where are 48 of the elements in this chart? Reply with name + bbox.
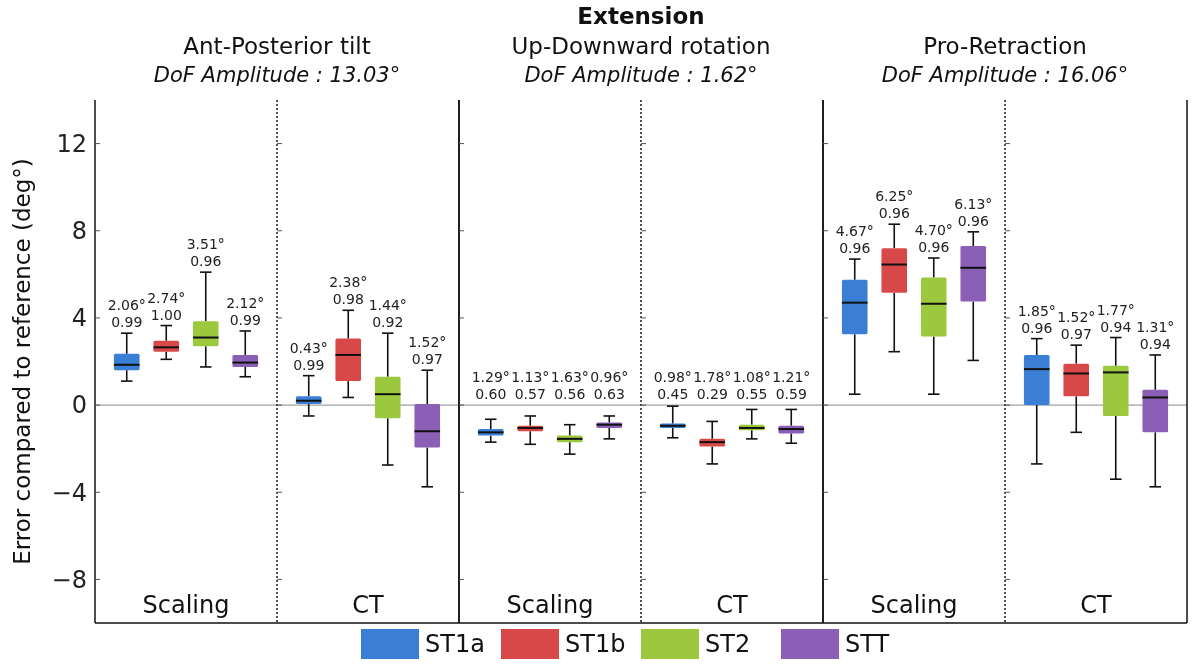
y-tick-label: −8 (51, 565, 87, 594)
text: 2.38° 0.98 (329, 274, 368, 308)
text: 6.13° 0.96 (954, 195, 993, 229)
text: 1.13° 0.57 (511, 369, 550, 403)
text: 1.44° 0.92 (368, 297, 407, 331)
text: 1.29° 0.60 (471, 369, 510, 403)
x-tick-label: CT (1080, 591, 1113, 619)
chart-subtitle: DoF Amplitude : 13.03° (153, 63, 401, 87)
legend-label: ST1a (425, 630, 485, 659)
text: 0.98° 0.45 (653, 369, 692, 403)
y-tick-label: 8 (71, 217, 87, 246)
text: 2.12° 0.99 (226, 294, 265, 328)
text: 1.85° 0.96 (1017, 302, 1056, 336)
text: 1.08° 0.55 (732, 369, 771, 403)
x-tick-label: CT (352, 591, 385, 619)
text: 1.63° 0.56 (550, 369, 589, 403)
chart-subtitle: DoF Amplitude : 16.06° (881, 63, 1129, 87)
text: 1.52° 0.97 (1057, 309, 1096, 343)
text: 2.74° 1.00 (147, 289, 186, 323)
text: 4.67° 0.96 (835, 223, 874, 257)
text: 4.70° 0.96 (914, 221, 953, 255)
x-tick-label: CT (716, 591, 749, 619)
text: 1.31° 0.94 (1136, 318, 1175, 352)
text: 1.52° 0.97 (408, 334, 447, 368)
text: 1.78° 0.29 (693, 369, 732, 403)
y-tick-label: −4 (51, 478, 87, 507)
text: 1.21° 0.59 (772, 369, 811, 403)
x-tick-label: Scaling (870, 591, 958, 619)
text: 0.96° 0.63 (590, 369, 629, 403)
y-tick-label: 0 (71, 391, 87, 420)
chart-subtitle: DoF Amplitude : 1.62° (524, 63, 758, 87)
text: 6.25° 0.96 (875, 188, 914, 222)
chart-title: Pro-Retraction (923, 33, 1087, 59)
y-axis-title: Error compared to reference (deg°) (9, 158, 35, 565)
text: Extension (577, 3, 705, 29)
x-tick-label: Scaling (142, 591, 230, 619)
legend-label: ST2 (705, 630, 751, 659)
chart-title: Up-Downward rotation (511, 33, 771, 59)
legend-label: ST1b (565, 630, 626, 659)
text: 1.77° 0.94 (1096, 301, 1135, 335)
y-tick-label: 4 (71, 304, 87, 333)
text: 0.43° 0.99 (289, 339, 328, 373)
x-tick-label: Scaling (506, 591, 594, 619)
y-tick-label: 12 (56, 129, 87, 158)
legend-label: STT (845, 630, 890, 659)
text: 3.51° 0.96 (186, 236, 225, 270)
chart-title: Ant-Posterior tilt (183, 33, 371, 59)
text: 2.06° 0.99 (107, 297, 146, 331)
